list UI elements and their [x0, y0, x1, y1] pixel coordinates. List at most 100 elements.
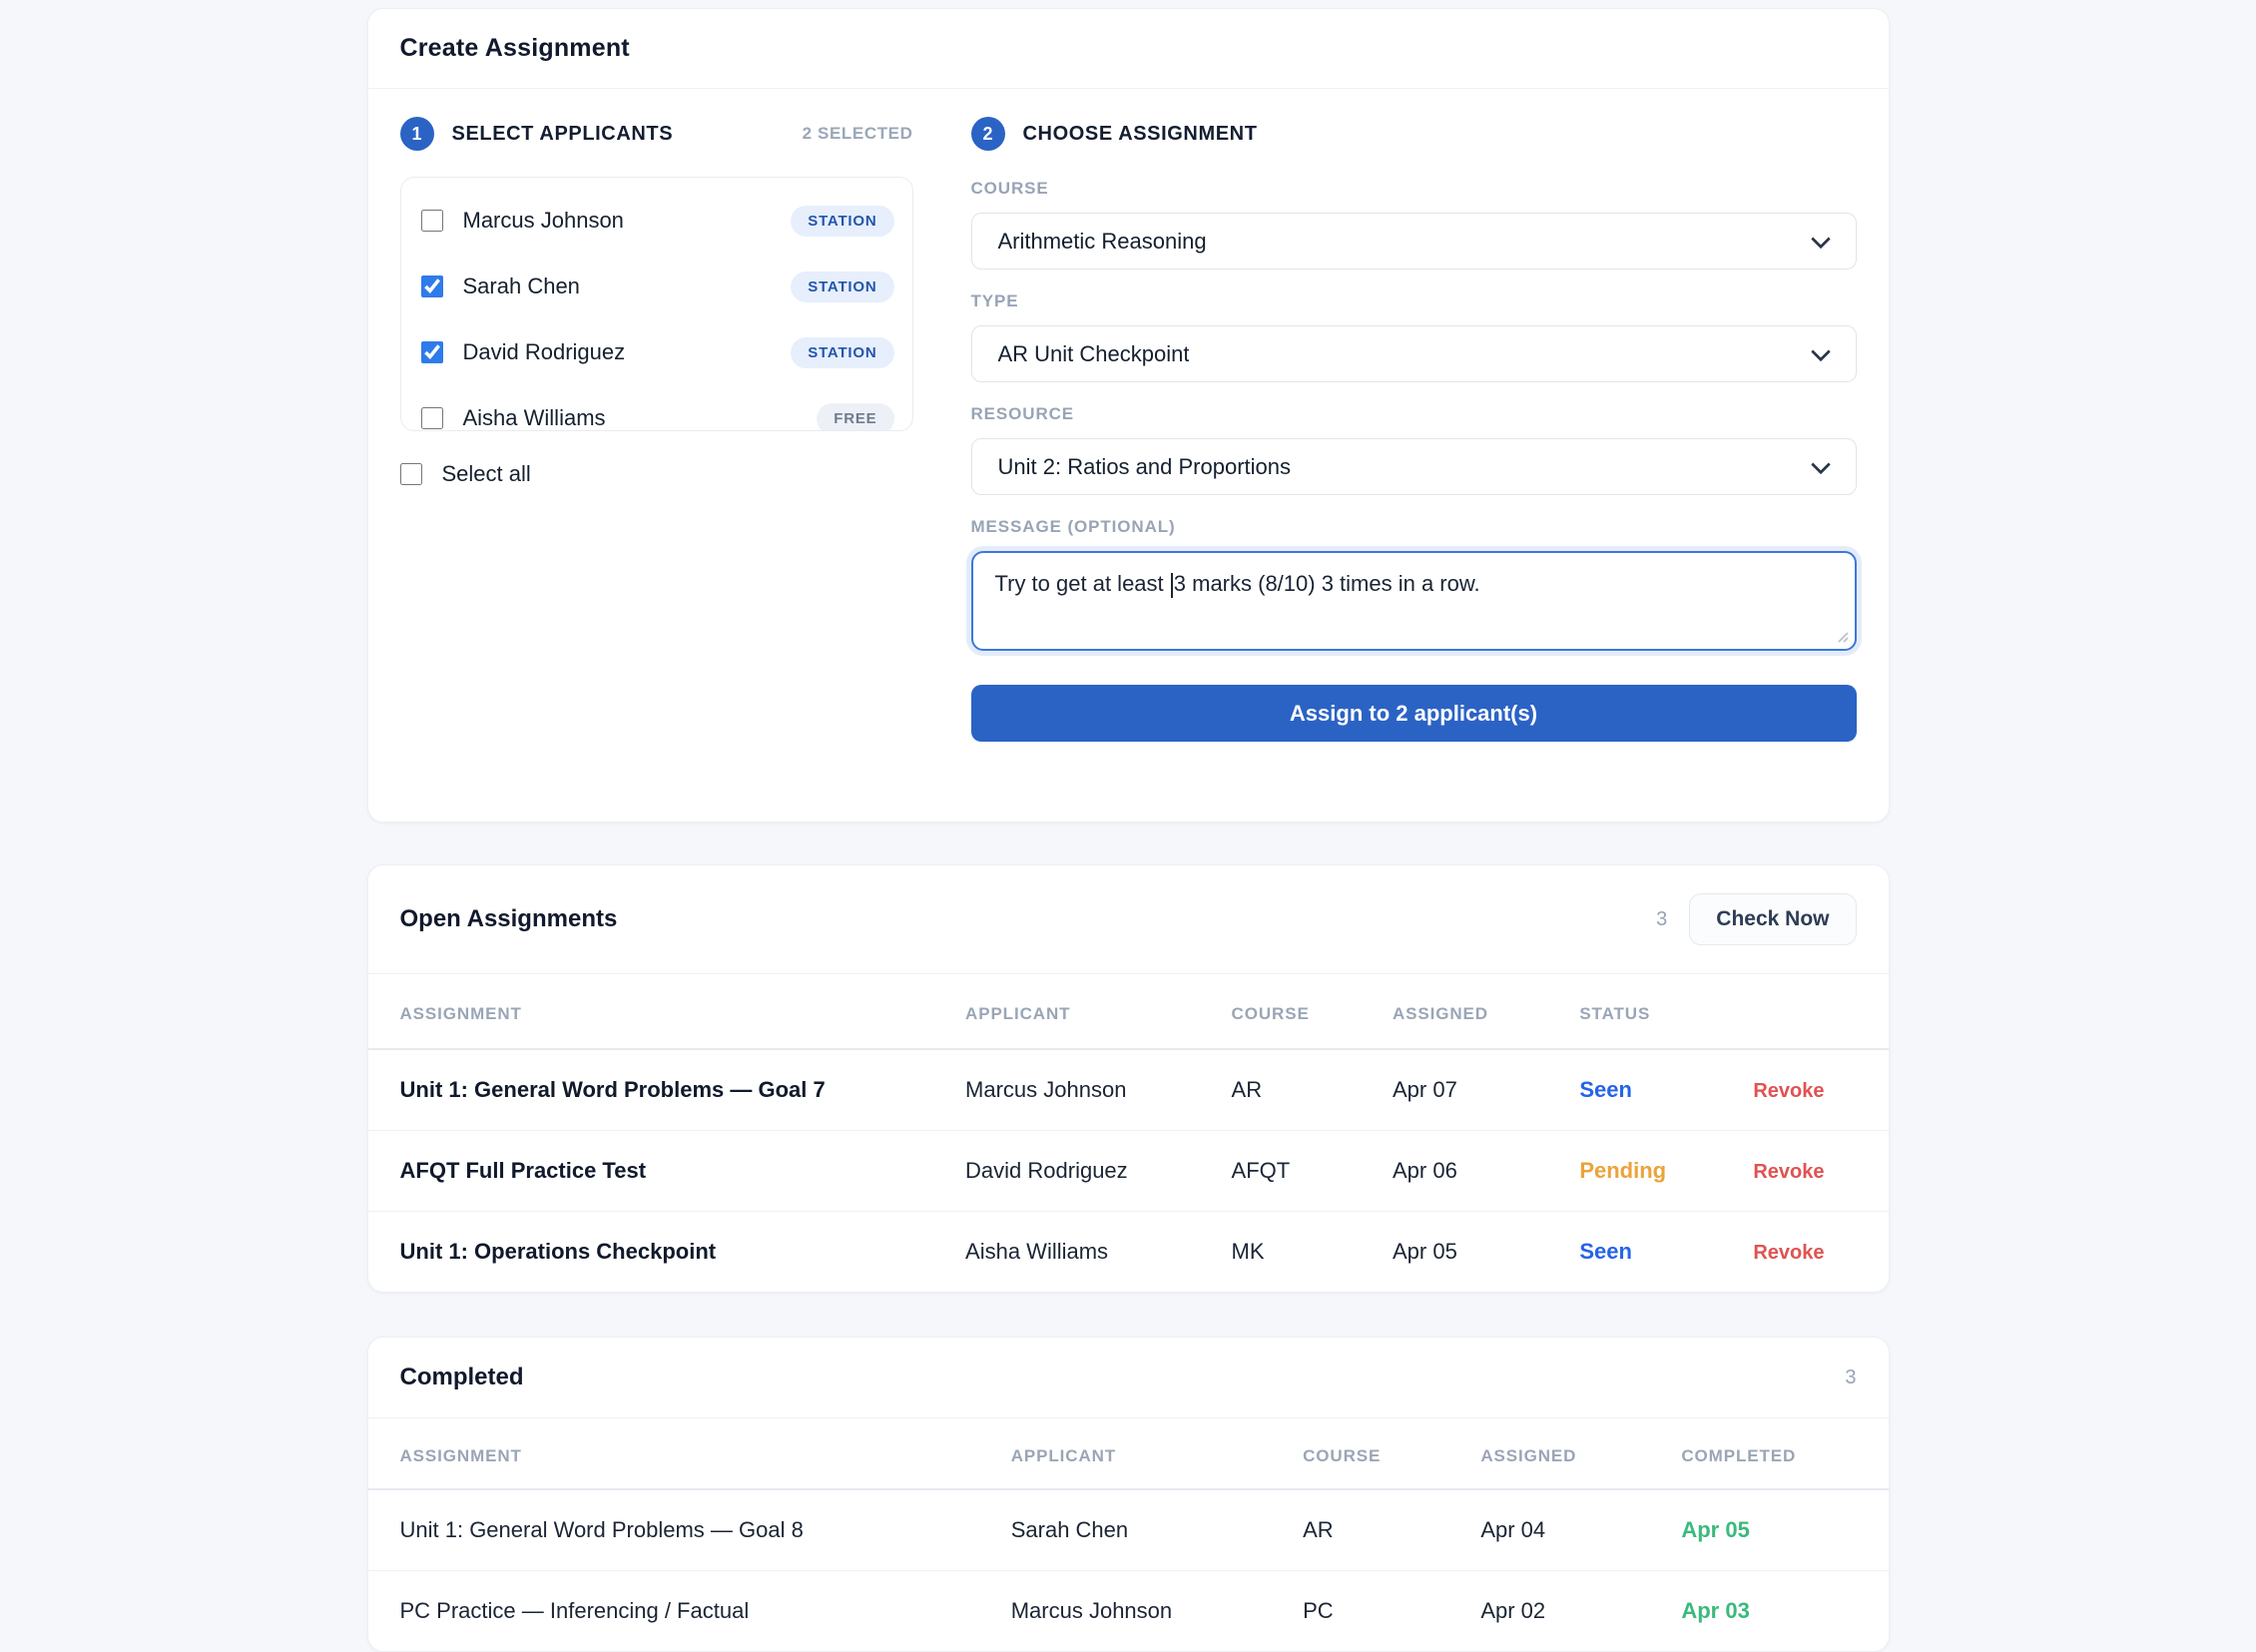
- create-assignment-card: Create Assignment 1 SELECT APPLICANTS 2 …: [366, 8, 1890, 823]
- assign-button[interactable]: Assign to 2 applicant(s): [970, 685, 1857, 742]
- course-cell: PC: [1303, 1570, 1481, 1651]
- selected-count: 2 SELECTED: [802, 124, 913, 143]
- course-select[interactable]: Arithmetic Reasoning: [970, 213, 1857, 270]
- applicant-name: David Rodriguez: [462, 339, 626, 364]
- table-row: Unit 1: General Word Problems — Goal 7 M…: [368, 1049, 1889, 1131]
- message-field: MESSAGE (OPTIONAL) Try to get at least 3…: [970, 517, 1857, 651]
- assignment-cell: Unit 1: Operations Checkpoint: [367, 1211, 966, 1292]
- table-row: AFQT Full Practice Test David Rodriguez …: [367, 1130, 1889, 1212]
- course-field: COURSE Arithmetic Reasoning: [970, 179, 1857, 270]
- applicant-cell: Marcus Johnson: [1010, 1570, 1304, 1651]
- table-header-row: ASSIGNMENT APPLICANT COURSE ASSIGNED STA…: [367, 974, 1889, 1050]
- course-cell: AFQT: [1231, 1130, 1393, 1212]
- applicant-row[interactable]: Aisha Williams FREE: [420, 385, 894, 430]
- course-label: COURSE: [970, 179, 1049, 198]
- step-1-title: SELECT APPLICANTS: [451, 122, 674, 145]
- open-assignments-count: 3: [1656, 907, 1668, 930]
- plan-badge: STATION: [791, 205, 894, 237]
- course-cell: MK: [1231, 1211, 1393, 1292]
- card-body: 1 SELECT APPLICANTS 2 SELECTED Marcus Jo…: [368, 89, 1889, 822]
- select-applicants-column: 1 SELECT APPLICANTS 2 SELECTED Marcus Jo…: [399, 117, 913, 742]
- type-select-value: AR Unit Checkpoint: [997, 340, 1190, 366]
- applicant-name: Aisha Williams: [462, 405, 606, 430]
- resource-select[interactable]: Unit 2: Ratios and Proportions: [970, 438, 1857, 495]
- open-assignments-title: Open Assignments: [399, 905, 618, 932]
- table-row: Unit 1: Operations Checkpoint Aisha Will…: [367, 1211, 1889, 1292]
- completed-header: Completed 3: [367, 1338, 1889, 1418]
- column-header: ASSIGNMENT: [367, 974, 966, 1050]
- table-header-row: ASSIGNMENT APPLICANT COURSE ASSIGNED COM…: [367, 1418, 1889, 1490]
- select-all-checkbox[interactable]: [399, 463, 422, 485]
- applicant-list[interactable]: Marcus Johnson STATION Sarah Chen STATIO…: [399, 177, 913, 431]
- course-select-value: Arithmetic Reasoning: [997, 228, 1207, 254]
- type-field: TYPE AR Unit Checkpoint: [970, 291, 1857, 382]
- message-textarea[interactable]: Try to get at least 3 marks (8/10) 3 tim…: [970, 551, 1857, 651]
- status-badge: Seen: [1579, 1077, 1632, 1102]
- column-header: COURSE: [1303, 1418, 1481, 1490]
- chevron-down-icon: [1810, 454, 1831, 474]
- revoke-link[interactable]: Revoke: [1753, 1161, 1825, 1183]
- column-header: APPLICANT: [1010, 1418, 1304, 1490]
- applicant-row[interactable]: Marcus Johnson STATION: [420, 188, 894, 254]
- message-label: MESSAGE (OPTIONAL): [970, 517, 1176, 536]
- plan-badge: STATION: [791, 271, 894, 302]
- applicant-cell: David Rodriguez: [965, 1130, 1232, 1212]
- open-assignments-table: ASSIGNMENT APPLICANT COURSE ASSIGNED STA…: [367, 974, 1889, 1292]
- column-header: COMPLETED: [1681, 1418, 1889, 1490]
- completed-date: Apr 05: [1681, 1517, 1750, 1542]
- message-text: Try to get at least 3 marks (8/10) 3 tim…: [994, 571, 1480, 598]
- course-cell: AR: [1303, 1517, 1334, 1542]
- assignment-cell: Unit 1: General Word Problems — Goal 7: [399, 1077, 826, 1102]
- select-all[interactable]: Select all: [399, 461, 531, 487]
- applicant-cell: Marcus Johnson: [965, 1077, 1127, 1102]
- type-select[interactable]: AR Unit Checkpoint: [970, 325, 1857, 382]
- applicant-name: Marcus Johnson: [462, 208, 624, 233]
- table-row: Unit 1: General Word Problems — Goal 8 S…: [368, 1489, 1889, 1571]
- applicant-cell: Aisha Williams: [965, 1211, 1232, 1292]
- resource-field: RESOURCE Unit 2: Ratios and Proportions: [970, 404, 1857, 495]
- step-2-title: CHOOSE ASSIGNMENT: [1022, 122, 1258, 145]
- assigned-cell: Apr 07: [1392, 1077, 1457, 1102]
- step-2-header: 2 CHOOSE ASSIGNMENT: [970, 117, 1857, 151]
- check-now-button[interactable]: Check Now: [1689, 893, 1857, 945]
- applicant-checkbox[interactable]: [420, 407, 443, 429]
- column-header: APPLICANT: [965, 974, 1232, 1050]
- column-header: ASSIGNED: [1480, 1418, 1682, 1490]
- applicant-cell: Sarah Chen: [1010, 1517, 1129, 1542]
- column-header-actions: [1748, 974, 1889, 1050]
- applicant-checkbox[interactable]: [420, 210, 443, 232]
- step-2-badge: 2: [970, 117, 1005, 151]
- applicant-checkbox[interactable]: [420, 275, 443, 297]
- card-header: Create Assignment: [367, 9, 1889, 89]
- chevron-down-icon: [1810, 341, 1831, 361]
- page-title: Create Assignment: [399, 34, 630, 62]
- applicant-name: Sarah Chen: [462, 274, 580, 298]
- applicant-row[interactable]: Sarah Chen STATION: [420, 254, 894, 319]
- assigned-cell: Apr 02: [1480, 1570, 1682, 1651]
- assigned-cell: Apr 06: [1392, 1130, 1580, 1212]
- course-cell: AR: [1231, 1077, 1263, 1102]
- column-header: ASSIGNED: [1392, 974, 1580, 1050]
- revoke-link[interactable]: Revoke: [1753, 1242, 1825, 1264]
- plan-badge: STATION: [791, 336, 894, 368]
- resource-label: RESOURCE: [970, 404, 1075, 423]
- resize-handle-icon[interactable]: [1834, 628, 1849, 643]
- column-header: COURSE: [1231, 974, 1393, 1050]
- chevron-down-icon: [1810, 229, 1831, 249]
- page: Create Assignment 1 SELECT APPLICANTS 2 …: [366, 0, 1890, 1652]
- completed-date: Apr 03: [1681, 1598, 1750, 1623]
- open-assignments-card: Open Assignments 3 Check Now ASSIGNMENT …: [366, 864, 1890, 1293]
- step-1-header: 1 SELECT APPLICANTS 2 SELECTED: [399, 117, 913, 151]
- assigned-cell: Apr 05: [1392, 1211, 1580, 1292]
- applicant-row[interactable]: David Rodriguez STATION: [420, 319, 894, 385]
- assignment-cell: PC Practice — Inferencing / Factual: [367, 1570, 1011, 1651]
- assignment-cell: AFQT Full Practice Test: [367, 1130, 966, 1212]
- completed-table: ASSIGNMENT APPLICANT COURSE ASSIGNED COM…: [367, 1418, 1889, 1651]
- revoke-link[interactable]: Revoke: [1753, 1080, 1825, 1102]
- resource-select-value: Unit 2: Ratios and Proportions: [997, 453, 1292, 479]
- column-header: ASSIGNMENT: [367, 1418, 1011, 1490]
- completed-card: Completed 3 ASSIGNMENT APPLICANT COURSE …: [366, 1337, 1890, 1652]
- assignment-cell: Unit 1: General Word Problems — Goal 8: [399, 1517, 804, 1542]
- applicant-checkbox[interactable]: [420, 341, 443, 363]
- status-badge: Pending: [1579, 1158, 1667, 1183]
